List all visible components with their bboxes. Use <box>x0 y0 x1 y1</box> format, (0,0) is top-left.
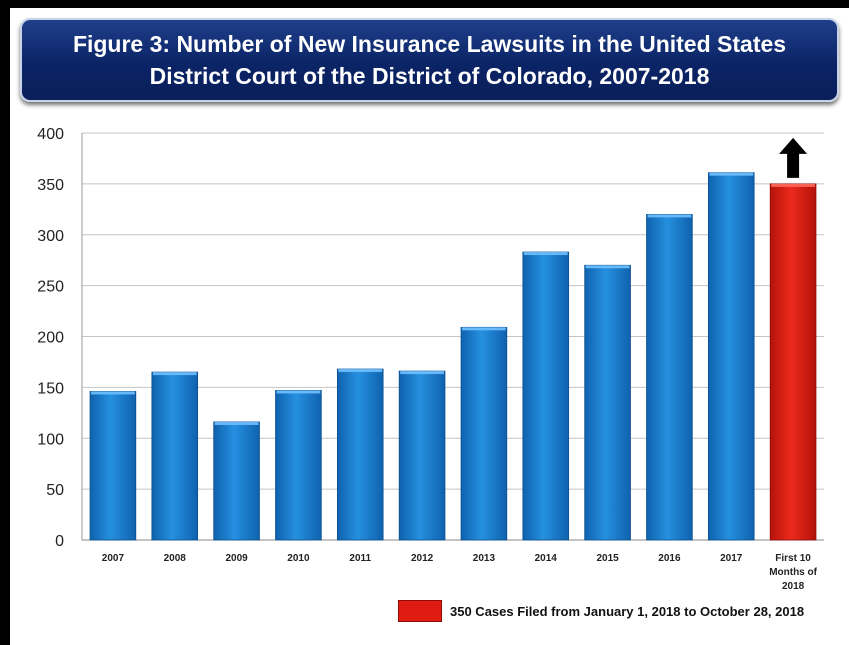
x-tick-label: 2007 <box>102 553 125 564</box>
x-tick-label: 2017 <box>720 553 743 564</box>
bar-2009 <box>213 421 260 541</box>
bar-2017 <box>707 172 755 541</box>
up-arrow-icon <box>779 137 808 178</box>
y-tick-label: 250 <box>37 279 64 296</box>
x-tick-label: 2016 <box>658 553 681 564</box>
legend-swatch <box>398 600 442 622</box>
x-tick-label: 2012 <box>411 553 434 564</box>
y-tick-label: 0 <box>55 533 64 550</box>
bar-top-highlight <box>462 327 506 331</box>
y-tick-label: 200 <box>37 330 64 347</box>
x-tick-label: 2013 <box>473 553 496 564</box>
y-tick-label: 400 <box>37 126 64 143</box>
bar-top-highlight <box>585 265 630 269</box>
chart-title-line-1: Figure 3: Number of New Insurance Lawsui… <box>72 31 787 57</box>
bar-top-highlight <box>91 391 135 395</box>
x-tick-label: First 10 <box>775 553 811 564</box>
bar-top-highlight <box>214 421 259 425</box>
x-tick-label: 2010 <box>287 553 310 564</box>
bar-2007 <box>89 391 137 541</box>
bar-2014 <box>522 251 570 541</box>
bar-top-highlight <box>647 214 692 218</box>
bar-top-highlight <box>400 371 444 375</box>
x-tick-label: Months of <box>769 567 817 578</box>
x-tick-label: 2009 <box>225 553 248 564</box>
bar-top-highlight <box>276 390 321 394</box>
bar-2016 <box>646 213 693 541</box>
bar-top-highlight <box>152 372 197 376</box>
x-tick-label: 2015 <box>596 553 619 564</box>
x-tick-label: 2014 <box>535 553 558 564</box>
x-tick-label: 2018 <box>782 581 805 592</box>
legend-label: 350 Cases Filed from January 1, 2018 to … <box>450 603 805 619</box>
x-tick-label: 2011 <box>349 553 371 564</box>
bar-2012 <box>398 370 446 541</box>
bar-first-10-months-of-2018 <box>769 183 817 541</box>
chart-title-line-2: District Court of the District of Colora… <box>149 63 710 89</box>
bar-top-highlight <box>523 252 568 256</box>
y-tick-label: 50 <box>46 482 64 499</box>
y-tick-label: 350 <box>37 177 64 194</box>
bar-2011 <box>336 368 384 541</box>
x-tick-label: 2008 <box>164 553 187 564</box>
bar-top-highlight <box>338 369 383 373</box>
bar-top-highlight <box>771 183 815 187</box>
legend: 350 Cases Filed from January 1, 2018 to … <box>398 598 804 624</box>
bar-2013 <box>460 326 508 541</box>
bar-2008 <box>151 371 199 541</box>
bar-2015 <box>584 264 631 541</box>
bar-2010 <box>275 390 322 541</box>
bar-top-highlight <box>709 172 754 176</box>
chart-title-banner: Figure 3: Number of New Insurance Lawsui… <box>20 18 839 102</box>
y-tick-label: 150 <box>37 380 64 397</box>
y-tick-label: 300 <box>37 228 64 245</box>
y-tick-label: 100 <box>37 431 64 448</box>
